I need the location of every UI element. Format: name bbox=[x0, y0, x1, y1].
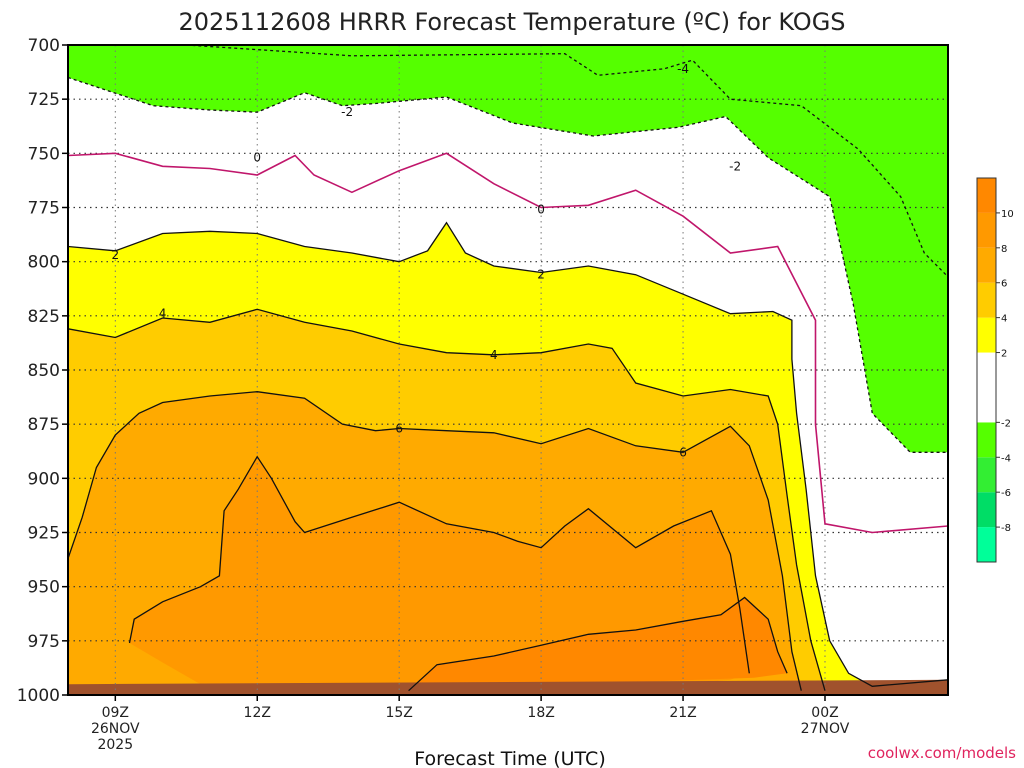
isotherm-label: -2 bbox=[341, 105, 353, 119]
ground-surface bbox=[68, 679, 948, 695]
y-axis: 700 725 750 775 800 825 850 875 900 925 950 975 1000 bbox=[17, 36, 68, 706]
x-tick-label: 2025 bbox=[97, 737, 133, 753]
y-tick-label: 950 bbox=[28, 578, 60, 598]
colorbar-tick-label: -4 bbox=[1001, 453, 1011, 464]
isotherm-8-line bbox=[128, 455, 750, 674]
isotherm-6-line bbox=[68, 391, 802, 691]
isotherm-label: 0 bbox=[537, 203, 545, 217]
x-tick-label: 21Z bbox=[669, 705, 696, 721]
isotherm-layer bbox=[68, 45, 948, 692]
isotherm-label: 4 bbox=[490, 348, 498, 362]
y-tick-label: 925 bbox=[28, 524, 60, 544]
colorbar-tick-label: 8 bbox=[1001, 244, 1007, 255]
colorbar-tick-label: -6 bbox=[1001, 488, 1011, 499]
colorbar-tick-label: -8 bbox=[1001, 523, 1011, 534]
colorbar-tick-label: 2 bbox=[1001, 349, 1007, 360]
y-tick-label: 975 bbox=[28, 632, 60, 652]
y-tick-label: 825 bbox=[28, 307, 60, 327]
y-tick-label: 800 bbox=[28, 253, 60, 273]
colorbar-tick-label: 6 bbox=[1001, 279, 1007, 290]
colorbar-bin bbox=[977, 247, 996, 283]
isotherm-0-line bbox=[68, 152, 948, 534]
region-8-to-10 bbox=[129, 456, 750, 689]
colorbar-bin bbox=[977, 352, 996, 423]
isotherm-minus-2-line bbox=[68, 76, 948, 453]
isotherm-label-layer: -4 -2 -2 0 0 2 2 4 4 6 6 bbox=[111, 62, 741, 460]
isotherm-2-line bbox=[68, 221, 948, 687]
colorbar-tick-label: 10 bbox=[1001, 209, 1014, 220]
x-tick-label: 12Z bbox=[244, 705, 271, 721]
colorbar-bin bbox=[977, 527, 996, 562]
x-tick-label: 09Z bbox=[102, 705, 129, 721]
isotherm-label: 6 bbox=[679, 445, 687, 459]
region-10-to-12 bbox=[408, 597, 788, 691]
ground-layer bbox=[68, 679, 948, 695]
y-tick-label: 700 bbox=[28, 36, 60, 56]
y-tick-label: 900 bbox=[28, 469, 60, 489]
grid-layer bbox=[68, 45, 948, 695]
colorbar-bin bbox=[977, 178, 996, 213]
colorbar-tick-label: 4 bbox=[1001, 314, 1007, 325]
colorbar-bin bbox=[977, 492, 996, 528]
credit-text: coolwx.com/models bbox=[868, 744, 1016, 762]
isotherm-label: 2 bbox=[537, 268, 545, 282]
y-tick-label: 775 bbox=[28, 199, 60, 219]
colorbar-bin bbox=[977, 282, 996, 318]
y-tick-label: 750 bbox=[28, 144, 60, 164]
colorbar: -8 -6 -4 -2 2 4 6 8 10 bbox=[976, 177, 1014, 563]
x-tick-label: 18Z bbox=[527, 705, 554, 721]
x-tick-label: 00Z bbox=[811, 705, 838, 721]
colorbar-bin bbox=[977, 422, 996, 458]
isotherm-label: 4 bbox=[159, 307, 167, 321]
chart-title: 2025112608 HRRR Forecast Temperature (ºC… bbox=[178, 8, 845, 36]
colorbar-bin bbox=[977, 457, 996, 493]
y-tick-label: 1000 bbox=[17, 686, 60, 706]
x-tick-label: 15Z bbox=[385, 705, 412, 721]
colorbar-frame bbox=[976, 177, 997, 563]
colorbar-bin bbox=[977, 317, 996, 353]
isotherm-label: -2 bbox=[729, 159, 741, 173]
isotherm-minus-4-line bbox=[186, 45, 948, 278]
y-tick-label: 725 bbox=[28, 90, 60, 110]
isotherm-label: 2 bbox=[111, 248, 119, 262]
region-minus-4-to-minus-2 bbox=[68, 45, 948, 453]
y-tick-label: 875 bbox=[28, 415, 60, 435]
isotherm-4-line bbox=[68, 308, 826, 691]
x-axis-label: Forecast Time (UTC) bbox=[414, 748, 605, 768]
x-tick-label: 27NOV bbox=[801, 721, 850, 737]
colorbar-bin bbox=[977, 212, 996, 248]
isotherm-label: -4 bbox=[677, 62, 689, 76]
isotherm-label: 0 bbox=[253, 151, 261, 165]
isotherm-10-line bbox=[408, 596, 788, 692]
isotherm-label: 6 bbox=[395, 422, 403, 436]
x-tick-label: 26NOV bbox=[91, 721, 140, 737]
y-tick-label: 850 bbox=[28, 361, 60, 381]
colorbar-tick-label: -2 bbox=[1001, 418, 1011, 429]
